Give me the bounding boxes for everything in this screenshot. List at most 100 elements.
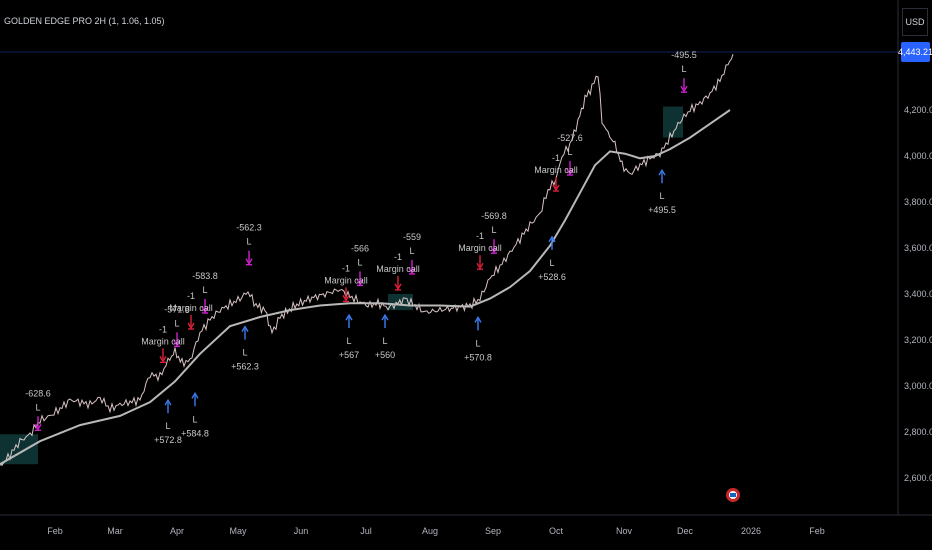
signal-box <box>663 106 683 138</box>
short-signal-sub: L <box>174 318 179 328</box>
margin-call-label: Margin call <box>534 165 578 175</box>
event-marker[interactable] <box>726 488 740 502</box>
short-arrow-head <box>34 423 42 431</box>
last-price-tag: 4,443.21 <box>898 42 932 62</box>
short-signal-sub: L <box>35 402 40 412</box>
short-signal-value: -571.8 <box>164 304 190 314</box>
long-arrow-head <box>381 313 389 321</box>
price-series <box>0 53 734 466</box>
y-tick-label: 2,800.00 <box>904 427 932 437</box>
short-arrow-head <box>680 85 688 93</box>
margin-call-label: Margin call <box>141 336 185 346</box>
y-tick-label: 3,000.00 <box>904 381 932 391</box>
margin-call-label: Margin call <box>458 243 502 253</box>
x-tick-label: Dec <box>677 526 694 536</box>
price-axis[interactable]: 4,200.00 4,000.00 3,800.00 3,600.00 3,400.00… <box>904 105 932 483</box>
long-signal-value: +570.8 <box>464 352 492 362</box>
y-tick-label: 3,200.00 <box>904 335 932 345</box>
short-signal-value: -569.8 <box>481 211 507 221</box>
short-arrow-head <box>490 246 498 254</box>
short-arrow-head <box>394 283 402 291</box>
x-tick-label: Oct <box>549 526 564 536</box>
margin-call-label: Margin call <box>169 303 213 313</box>
long-arrow-head <box>241 325 249 332</box>
short-signal-value: -495.5 <box>671 50 697 60</box>
short-arrow-head <box>201 306 209 314</box>
long-signal-sub: L <box>659 191 664 201</box>
x-tick-label: May <box>229 526 247 536</box>
margin-call-label: Margin call <box>376 264 420 274</box>
long-arrow-head <box>548 235 556 243</box>
short-signal-sub: L <box>491 225 496 235</box>
moving-average <box>0 109 731 466</box>
x-tick-label: Apr <box>170 526 184 536</box>
short-signal-value: -583.8 <box>192 271 218 281</box>
x-tick-label: Jun <box>294 526 309 536</box>
long-signal-value: +584.8 <box>181 428 209 438</box>
currency-button[interactable]: USD <box>902 8 928 36</box>
long-signal-sub: L <box>165 421 170 431</box>
short-arrow-head <box>173 339 181 347</box>
short-arrow-head <box>342 295 350 302</box>
long-signal-value: +528.6 <box>538 272 566 282</box>
long-arrow-head <box>164 398 172 406</box>
short-signal-value: -562.3 <box>236 223 262 233</box>
short-arrow-head <box>552 184 560 192</box>
x-tick-label: Jul <box>360 526 372 536</box>
margin-call-count: -1 <box>159 324 167 334</box>
long-signal-value: +572.8 <box>154 435 182 445</box>
margin-call-count: -1 <box>342 263 350 273</box>
x-tick-label: 2026 <box>741 526 761 536</box>
x-tick-label: Nov <box>616 526 633 536</box>
short-signal-value: -559 <box>403 232 421 242</box>
indicator-title: GOLDEN EDGE PRO 2H (1, 1.06, 1.05) <box>4 16 165 26</box>
long-signal-sub: L <box>192 414 197 424</box>
short-signal-sub: L <box>246 237 251 247</box>
short-signal-sub: L <box>567 147 572 157</box>
price-line <box>0 53 734 466</box>
y-tick-label: 4,200.00 <box>904 105 932 115</box>
long-arrow-head <box>474 316 482 323</box>
x-tick-label: Sep <box>485 526 501 536</box>
short-arrow-head <box>159 355 167 363</box>
short-signal-sub: L <box>681 64 686 74</box>
long-signal-sub: L <box>549 258 554 268</box>
short-signal-sub: L <box>409 246 414 256</box>
y-tick-label: 3,400.00 <box>904 289 932 299</box>
margin-call-count: -1 <box>552 153 560 163</box>
x-tick-label: Mar <box>107 526 123 536</box>
short-arrow-head <box>356 279 364 286</box>
y-tick-label: 4,000.00 <box>904 151 932 161</box>
short-arrow-head <box>408 267 416 275</box>
x-tick-label: Feb <box>809 526 825 536</box>
y-tick-label: 3,800.00 <box>904 197 932 207</box>
ma-line <box>0 109 731 466</box>
long-signal-sub: L <box>346 336 351 346</box>
x-tick-label: Feb <box>47 526 63 536</box>
margin-call-count: -1 <box>394 252 402 262</box>
long-signal-value: +495.5 <box>648 205 676 215</box>
short-signal-sub: L <box>357 257 362 267</box>
x-tick-label: Aug <box>422 526 438 536</box>
short-arrow-head <box>245 258 253 266</box>
long-signal-value: +567 <box>339 350 359 360</box>
short-signal-value: -566 <box>351 243 369 253</box>
margin-call-label: Margin call <box>324 275 368 285</box>
long-signal-sub: L <box>382 336 387 346</box>
margin-call-count: -1 <box>476 231 484 241</box>
y-tick-label: 2,600.00 <box>904 473 932 483</box>
long-signal-value: +562.3 <box>231 362 259 372</box>
short-arrow-head <box>187 322 195 330</box>
time-axis[interactable]: Feb Mar Apr May Jun Jul Aug Sep Oct Nov Dec 2026 Feb <box>47 526 825 536</box>
y-tick-label: 3,600.00 <box>904 243 932 253</box>
long-signal-sub: L <box>475 338 480 348</box>
long-signal-sub: L <box>242 348 247 358</box>
short-signal-value: -628.6 <box>25 388 51 398</box>
short-signal-sub: L <box>202 285 207 295</box>
long-arrow-head <box>191 391 199 399</box>
margin-call-count: -1 <box>187 291 195 301</box>
long-signal-value: +560 <box>375 350 395 360</box>
